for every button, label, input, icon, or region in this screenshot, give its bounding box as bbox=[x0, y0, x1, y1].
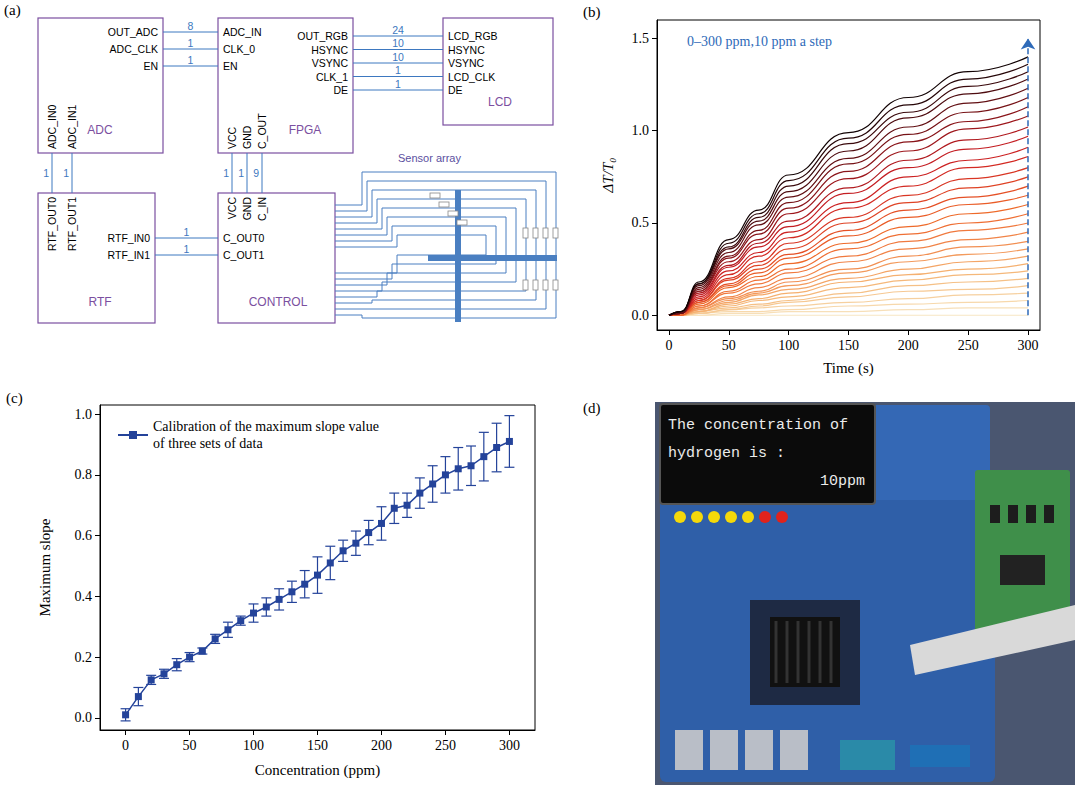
svg-text:0.0: 0.0 bbox=[632, 308, 650, 323]
svg-text:RTF_OUT1: RTF_OUT1 bbox=[66, 197, 78, 251]
svg-text:RTF_IN1: RTF_IN1 bbox=[108, 249, 151, 261]
svg-text:GND: GND bbox=[241, 197, 253, 221]
svg-text:RTF_IN0: RTF_IN0 bbox=[108, 232, 151, 244]
svg-text:24: 24 bbox=[392, 24, 404, 36]
svg-text:0.4: 0.4 bbox=[75, 589, 93, 604]
svg-text:0.8: 0.8 bbox=[75, 467, 93, 482]
svg-text:ΔT/T₀: ΔT/T₀ bbox=[600, 158, 616, 194]
html-text:(d): (d) bbox=[583, 400, 601, 416]
svg-text:C_OUT: C_OUT bbox=[256, 113, 268, 149]
svg-text:100: 100 bbox=[243, 738, 264, 753]
svg-text:8: 8 bbox=[188, 20, 194, 32]
svg-text:1: 1 bbox=[238, 167, 244, 179]
svg-text:CLK_0: CLK_0 bbox=[223, 43, 255, 55]
svg-text:DE: DE bbox=[333, 84, 348, 96]
svg-text:LCD: LCD bbox=[488, 95, 512, 109]
svg-text:OUT_RGB: OUT_RGB bbox=[297, 30, 348, 42]
svg-text:EN: EN bbox=[143, 60, 158, 72]
svg-text:FPGA: FPGA bbox=[289, 123, 322, 137]
svg-text:RTF: RTF bbox=[88, 295, 111, 309]
svg-text:0.0: 0.0 bbox=[75, 710, 93, 725]
svg-text:C_IN: C_IN bbox=[256, 197, 268, 221]
svg-text:1.0: 1.0 bbox=[632, 123, 650, 138]
svg-text:1.0: 1.0 bbox=[75, 407, 93, 422]
svg-text:EN: EN bbox=[223, 60, 238, 72]
svg-text:VSYNC: VSYNC bbox=[448, 57, 485, 69]
svg-text:DE: DE bbox=[448, 84, 463, 96]
svg-text:1: 1 bbox=[43, 167, 49, 179]
svg-text:ADC_CLK: ADC_CLK bbox=[110, 43, 158, 55]
svg-text:9: 9 bbox=[253, 167, 259, 179]
svg-text:0.6: 0.6 bbox=[75, 528, 93, 543]
svg-text:VCC: VCC bbox=[226, 126, 238, 149]
svg-text:The concentration of: The concentration of bbox=[668, 417, 848, 434]
svg-text:Sensor array: Sensor array bbox=[398, 152, 461, 164]
svg-text:1: 1 bbox=[184, 226, 190, 238]
svg-text:10ppm: 10ppm bbox=[820, 473, 865, 490]
svg-text:Time (s): Time (s) bbox=[823, 360, 874, 377]
svg-text:C_OUT0: C_OUT0 bbox=[223, 232, 265, 244]
svg-text:VCC: VCC bbox=[226, 197, 238, 220]
svg-text:300: 300 bbox=[499, 738, 520, 753]
svg-text:300: 300 bbox=[1018, 338, 1039, 353]
svg-text:GND: GND bbox=[241, 125, 253, 149]
svg-text:VSYNC: VSYNC bbox=[312, 57, 349, 69]
svg-text:HSYNC: HSYNC bbox=[448, 44, 485, 56]
svg-text:150: 150 bbox=[838, 338, 859, 353]
svg-text:hydrogen is :: hydrogen is : bbox=[668, 445, 785, 462]
svg-text:1: 1 bbox=[63, 167, 69, 179]
svg-text:1: 1 bbox=[184, 243, 190, 255]
svg-text:OUT_ADC: OUT_ADC bbox=[108, 26, 159, 38]
svg-text:ADC_IN: ADC_IN bbox=[223, 26, 262, 38]
svg-text:CONTROL: CONTROL bbox=[249, 295, 308, 309]
svg-text:0: 0 bbox=[665, 338, 672, 353]
svg-text:150: 150 bbox=[307, 738, 328, 753]
svg-text:1: 1 bbox=[395, 64, 401, 76]
svg-text:CLK_1: CLK_1 bbox=[316, 71, 348, 83]
svg-text:1: 1 bbox=[223, 167, 229, 179]
svg-text:0–300 ppm,10 ppm a step: 0–300 ppm,10 ppm a step bbox=[687, 34, 832, 49]
svg-text:Maximum slope: Maximum slope bbox=[37, 518, 53, 616]
html-text:(b): (b) bbox=[583, 4, 601, 20]
svg-text:Calibration of the maximum slo: Calibration of the maximum slope value bbox=[153, 419, 382, 434]
svg-text:50: 50 bbox=[183, 738, 197, 753]
html-text:(c): (c) bbox=[6, 390, 23, 406]
svg-text:0.5: 0.5 bbox=[632, 215, 650, 230]
svg-text:ADC: ADC bbox=[87, 123, 113, 137]
svg-text:0: 0 bbox=[122, 738, 129, 753]
svg-text:RTF_OUT0: RTF_OUT0 bbox=[46, 197, 58, 251]
svg-text:LCD_RGB: LCD_RGB bbox=[448, 30, 498, 42]
svg-text:10: 10 bbox=[392, 37, 404, 49]
svg-text:250: 250 bbox=[958, 338, 979, 353]
svg-text:ADC_IN1: ADC_IN1 bbox=[66, 104, 78, 149]
svg-text:1: 1 bbox=[188, 37, 194, 49]
svg-text:200: 200 bbox=[898, 338, 919, 353]
svg-text:of three sets of data: of three sets of data bbox=[153, 436, 263, 451]
svg-text:LCD_CLK: LCD_CLK bbox=[448, 71, 495, 83]
svg-text:Concentration (ppm): Concentration (ppm) bbox=[255, 762, 380, 779]
svg-text:HSYNC: HSYNC bbox=[311, 44, 348, 56]
svg-text:100: 100 bbox=[778, 338, 799, 353]
svg-text:250: 250 bbox=[435, 738, 456, 753]
svg-text:1.5: 1.5 bbox=[632, 31, 650, 46]
svg-text:10: 10 bbox=[392, 51, 404, 63]
svg-text:C_OUT1: C_OUT1 bbox=[223, 249, 265, 261]
svg-text:0.2: 0.2 bbox=[75, 650, 93, 665]
svg-text:200: 200 bbox=[371, 738, 392, 753]
svg-text:ADC_IN0: ADC_IN0 bbox=[46, 104, 58, 149]
svg-text:50: 50 bbox=[722, 338, 736, 353]
svg-text:1: 1 bbox=[395, 78, 401, 90]
svg-text:1: 1 bbox=[188, 54, 194, 66]
svg-text:(a): (a) bbox=[4, 2, 21, 19]
